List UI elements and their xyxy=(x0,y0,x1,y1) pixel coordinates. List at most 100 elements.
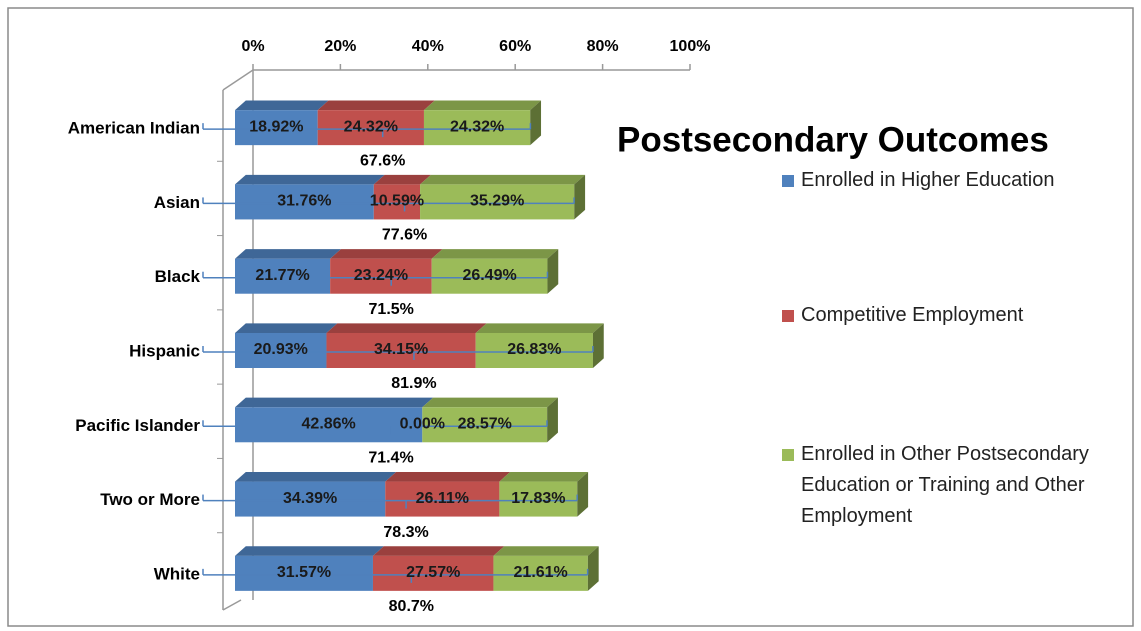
bar-top xyxy=(326,323,487,333)
category-label: Two or More xyxy=(100,490,200,509)
data-label: 20.93% xyxy=(254,341,308,358)
bar-side xyxy=(592,323,604,368)
bar-top xyxy=(235,397,434,408)
category-label: Pacific Islander xyxy=(75,416,200,435)
x-tick-label: 80% xyxy=(587,38,619,55)
bar-side xyxy=(574,174,586,220)
chart-title: Postsecondary Outcomes xyxy=(617,120,1049,159)
bar-side xyxy=(577,471,589,517)
bar-segment xyxy=(431,258,548,294)
bar-segment xyxy=(493,555,588,591)
total-label: 77.6% xyxy=(382,227,427,244)
bar-top xyxy=(235,100,329,111)
bar-segment xyxy=(422,407,548,443)
bar-top xyxy=(431,249,559,259)
total-label: 81.9% xyxy=(391,375,436,392)
bar-segment xyxy=(373,184,421,220)
bar-segment xyxy=(326,333,476,368)
data-label: 0.00% xyxy=(400,416,445,433)
bar-side xyxy=(530,100,542,146)
bar-segment xyxy=(499,481,578,517)
total-label: 80.7% xyxy=(389,598,434,615)
legend-label: Enrolled in Other Postsecondary Educatio… xyxy=(801,443,1089,527)
data-label: 24.32% xyxy=(344,118,398,135)
data-label: 18.92% xyxy=(249,118,303,135)
x-tick-label: 20% xyxy=(324,38,356,55)
data-label: 31.76% xyxy=(277,193,331,210)
category-label: Hispanic xyxy=(129,341,200,360)
data-label: 23.24% xyxy=(354,267,408,284)
bar-side xyxy=(547,397,558,443)
bar-segment xyxy=(235,110,318,146)
total-label: 71.5% xyxy=(369,301,414,318)
total-label: 78.3% xyxy=(383,524,428,541)
x-tick-label: 40% xyxy=(412,38,444,55)
data-label: 31.57% xyxy=(277,564,331,581)
data-label: 17.83% xyxy=(511,490,565,507)
bar-top xyxy=(420,174,586,185)
bar-top xyxy=(235,174,385,185)
bar-side xyxy=(547,249,559,294)
data-label: 26.83% xyxy=(507,341,561,358)
legend-label: Enrolled in Higher Education xyxy=(801,169,1055,191)
bar-top xyxy=(493,546,599,556)
data-label: 28.57% xyxy=(458,416,512,433)
bar-top xyxy=(317,100,435,111)
x-tick-label: 0% xyxy=(241,38,264,55)
x-tick-label: 100% xyxy=(670,38,711,55)
data-label: 42.86% xyxy=(302,416,356,433)
total-label: 71.4% xyxy=(368,450,413,467)
category-label: White xyxy=(154,564,200,583)
bar-side xyxy=(587,546,599,591)
legend-swatch xyxy=(782,310,794,322)
bar-top xyxy=(475,323,604,333)
bar-top xyxy=(330,249,443,259)
chart-border xyxy=(7,7,1134,627)
data-label: 35.29% xyxy=(470,193,524,210)
bar-top xyxy=(235,546,384,556)
bar-segment xyxy=(317,110,424,146)
bar-segment xyxy=(330,258,432,294)
axis-wall xyxy=(222,69,254,91)
bar-segment xyxy=(372,555,494,591)
data-label: 34.15% xyxy=(374,341,428,358)
bar-top xyxy=(385,471,511,482)
x-tick-label: 60% xyxy=(499,38,531,55)
bar-segment xyxy=(423,110,531,146)
data-label: 26.49% xyxy=(462,267,516,284)
bar-top xyxy=(372,546,505,556)
bar-top xyxy=(373,174,431,185)
bar-segment xyxy=(235,481,386,517)
data-label: 21.77% xyxy=(255,267,309,284)
bar-top xyxy=(422,397,558,408)
data-label: 26.11% xyxy=(416,490,469,507)
bar-segment xyxy=(235,407,423,443)
data-label: 24.32% xyxy=(450,118,504,135)
bar-segment xyxy=(385,481,500,517)
bar-segment xyxy=(235,555,373,591)
axis-wall xyxy=(222,599,242,611)
data-label: 21.61% xyxy=(514,564,568,581)
category-label: Black xyxy=(155,267,201,286)
bar-segment xyxy=(235,258,331,294)
total-label: 67.6% xyxy=(360,152,405,169)
bar-segment xyxy=(420,184,575,220)
category-label: Asian xyxy=(154,193,200,212)
bar-top xyxy=(235,323,338,333)
data-label: 34.39% xyxy=(283,490,337,507)
bar-top xyxy=(423,100,542,111)
bar-segment xyxy=(235,333,327,368)
bar-top xyxy=(235,471,397,482)
data-label: 27.57% xyxy=(406,564,460,581)
bar-segment xyxy=(475,333,593,368)
bar-segment xyxy=(235,184,374,220)
legend-label: Competitive Employment xyxy=(801,304,1024,326)
legend-swatch xyxy=(782,449,794,461)
bar-top xyxy=(499,471,589,482)
bar-top xyxy=(235,249,341,259)
category-label: American Indian xyxy=(68,119,200,138)
legend-swatch xyxy=(782,175,794,187)
data-label: 10.59% xyxy=(370,193,424,210)
